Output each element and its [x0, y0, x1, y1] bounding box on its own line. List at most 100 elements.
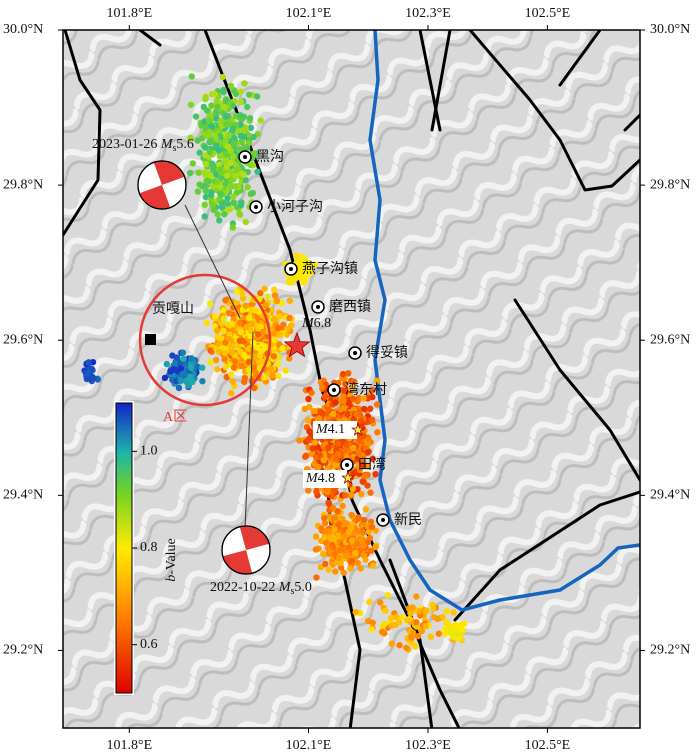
earthquake — [358, 490, 365, 498]
colorbar-step — [116, 419, 132, 422]
place-label: 湾东村 — [345, 381, 387, 398]
colorbar-step — [116, 417, 132, 420]
earthquake — [250, 133, 258, 141]
earthquake — [245, 91, 253, 98]
colorbar-step — [116, 659, 132, 662]
colorbar-step — [116, 445, 132, 448]
earthquake — [222, 297, 229, 304]
earthquake — [227, 371, 235, 378]
colorbar-step — [116, 511, 132, 514]
lon-tick-label: 102.5°E — [525, 738, 571, 753]
earthquake — [348, 511, 355, 519]
earthquake — [208, 123, 216, 130]
earthquake — [203, 187, 210, 195]
earthquake — [88, 365, 95, 373]
magnitude-subscript: s — [173, 143, 177, 154]
colorbar-step — [116, 687, 132, 690]
earthquake — [223, 120, 230, 128]
earthquake — [443, 608, 451, 615]
colorbar-step — [116, 653, 132, 656]
earthquake — [321, 520, 329, 527]
earthquake — [246, 115, 254, 122]
earthquake — [255, 358, 263, 365]
colorbar-step — [116, 579, 132, 582]
earthquake — [227, 205, 234, 213]
event-label: 2023-01-26 Ms5.6 — [92, 137, 194, 154]
earthquake — [331, 568, 339, 575]
earthquake — [359, 461, 367, 469]
magnitude-value: 4.8 — [318, 471, 336, 486]
leader-lines — [184, 204, 254, 531]
earthquake — [345, 544, 352, 551]
colorbar-step — [116, 457, 132, 460]
earthquake — [413, 593, 420, 600]
earthquake — [321, 514, 328, 522]
place-dot — [254, 205, 258, 209]
earthquake — [233, 288, 241, 295]
earthquake — [305, 436, 312, 443]
lat-tick-label: 29.2°N — [3, 643, 43, 658]
earthquake — [311, 261, 318, 268]
colorbar-step — [116, 501, 132, 504]
colorbar-step — [116, 559, 132, 562]
colorbar-step — [116, 423, 132, 426]
colorbar-step — [116, 587, 132, 590]
beachball-rim — [221, 525, 271, 575]
peak-label: 贡嘎山 — [152, 301, 194, 317]
colorbar-step — [116, 475, 132, 478]
earthquake — [282, 367, 289, 374]
colorbar-step — [116, 495, 132, 498]
colorbar-step — [116, 403, 132, 406]
earthquake — [334, 508, 341, 515]
earthquake — [230, 153, 237, 160]
colorbar-step — [116, 513, 132, 516]
earthquake — [232, 172, 239, 180]
colorbar-step — [116, 471, 132, 474]
earthquake — [270, 329, 277, 337]
earthquake — [418, 627, 426, 635]
colorbar-step — [116, 643, 132, 646]
earthquake — [255, 331, 262, 338]
magnitude-symbol: M — [301, 316, 315, 331]
earthquake — [275, 325, 282, 332]
colorbar-step — [116, 461, 132, 464]
earthquake — [347, 491, 355, 498]
earthquake — [229, 343, 236, 350]
earthquake — [261, 374, 268, 381]
earthquake — [242, 176, 249, 184]
earthquake — [304, 417, 312, 424]
earthquake — [212, 134, 219, 141]
earthquake — [189, 160, 197, 167]
earthquake — [209, 201, 216, 209]
colorbar-step — [116, 675, 132, 678]
earthquake — [240, 378, 248, 386]
earthquake — [229, 378, 237, 385]
colorbar-label-italic: b — [164, 575, 179, 582]
earthquake — [364, 436, 372, 443]
earthquake — [215, 147, 223, 154]
colorbar-step — [116, 525, 132, 528]
earthquake — [298, 263, 305, 270]
earthquake — [368, 416, 376, 423]
earthquake — [409, 604, 416, 611]
earthquake — [348, 557, 355, 565]
earthquake — [196, 149, 203, 156]
earthquake — [211, 312, 219, 320]
earthquake — [208, 191, 215, 199]
earthquake — [273, 297, 281, 305]
colorbar-step — [116, 509, 132, 512]
earthquake — [381, 620, 388, 628]
earthquake — [414, 632, 422, 640]
earthquake — [360, 395, 367, 402]
lon-tick-label: 102.5°E — [525, 6, 571, 21]
colorbar-step — [116, 581, 132, 584]
colorbar-step — [116, 439, 132, 442]
colorbar-step — [116, 633, 132, 636]
colorbar-step — [116, 661, 132, 664]
earthquake — [220, 86, 227, 94]
earthquake — [274, 361, 282, 368]
colorbar-step — [116, 459, 132, 462]
earthquake — [335, 554, 343, 561]
earthquake — [236, 319, 243, 327]
earthquake — [318, 525, 325, 532]
